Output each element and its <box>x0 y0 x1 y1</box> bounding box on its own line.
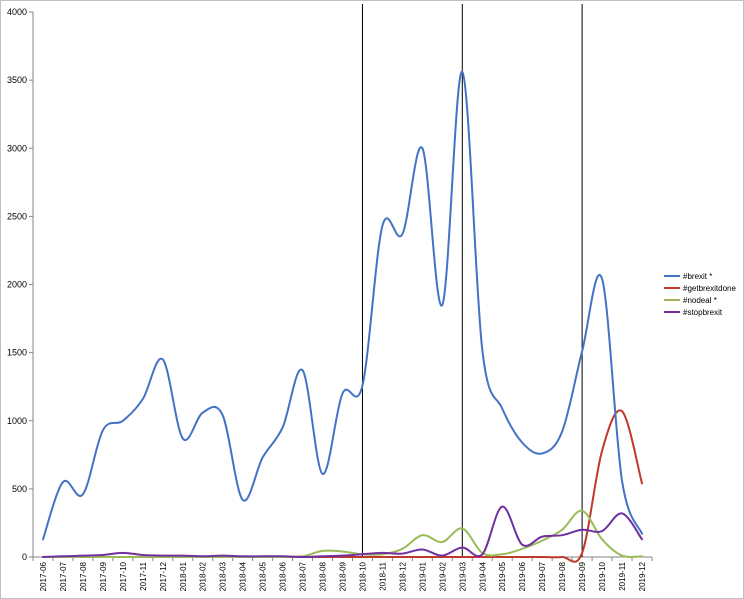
x-tick-label: 2018-08 <box>319 561 328 591</box>
legend-label-nodeal: #nodeal * <box>683 296 717 305</box>
legend-label-stopbrexit: #stopbrexit <box>683 308 723 317</box>
x-tick-label: 2017-07 <box>59 561 68 591</box>
x-tick-label: 2019-09 <box>578 561 587 591</box>
y-tick-label: 3500 <box>7 75 27 85</box>
x-tick-label: 2017-09 <box>99 561 108 591</box>
series-line-nodeal <box>42 509 643 559</box>
x-tick-label: 2017-08 <box>79 561 88 591</box>
x-tick-label: 2017-11 <box>139 561 148 590</box>
x-tick-label: 2018-01 <box>179 561 188 591</box>
legend-label-brexit: #brexit * <box>683 272 712 281</box>
series-line-stopbrexit <box>42 505 643 558</box>
y-tick-label: 2500 <box>7 211 27 221</box>
series-line-getbrexitdone <box>42 409 643 563</box>
x-tick-label: 2019-04 <box>478 561 487 591</box>
x-tick-label: 2018-11 <box>378 561 387 590</box>
x-tick-label: 2019-05 <box>498 561 507 591</box>
x-tick-label: 2017-12 <box>159 561 168 591</box>
y-tick-label: 1000 <box>7 416 27 426</box>
x-tick-label: 2017-10 <box>119 561 128 591</box>
x-tick-label: 2018-10 <box>358 561 367 591</box>
x-tick-label: 2019-07 <box>538 561 547 591</box>
x-tick-label: 2019-11 <box>618 561 627 590</box>
y-tick-label: 0 <box>22 552 27 562</box>
x-tick-label: 2018-12 <box>398 561 407 591</box>
x-tick-label: 2018-05 <box>259 561 268 591</box>
x-tick-label: 2017-06 <box>39 561 48 591</box>
y-tick-label: 4000 <box>7 7 27 17</box>
y-tick-label: 3000 <box>7 143 27 153</box>
x-tick-label: 2018-09 <box>339 561 348 591</box>
legend-label-getbrexitdone: #getbrexitdone <box>683 284 736 293</box>
x-tick-label: 2019-03 <box>458 561 467 591</box>
x-tick-label: 2018-02 <box>199 561 208 591</box>
x-tick-label: 2019-02 <box>438 561 447 591</box>
series-line-brexit <box>42 70 643 541</box>
y-tick-label: 500 <box>12 484 27 494</box>
x-tick-label: 2019-01 <box>418 561 427 591</box>
x-tick-label: 2018-03 <box>219 561 228 591</box>
y-tick-label: 2000 <box>7 280 27 290</box>
x-tick-label: 2019-08 <box>558 561 567 591</box>
x-tick-label: 2018-04 <box>239 561 248 591</box>
x-tick-label: 2019-06 <box>518 561 527 591</box>
x-tick-label: 2019-12 <box>638 561 647 591</box>
x-tick-label: 2018-07 <box>299 561 308 591</box>
x-tick-label: 2019-10 <box>598 561 607 591</box>
y-tick-label: 1500 <box>7 348 27 358</box>
x-tick-label: 2018-06 <box>279 561 288 591</box>
